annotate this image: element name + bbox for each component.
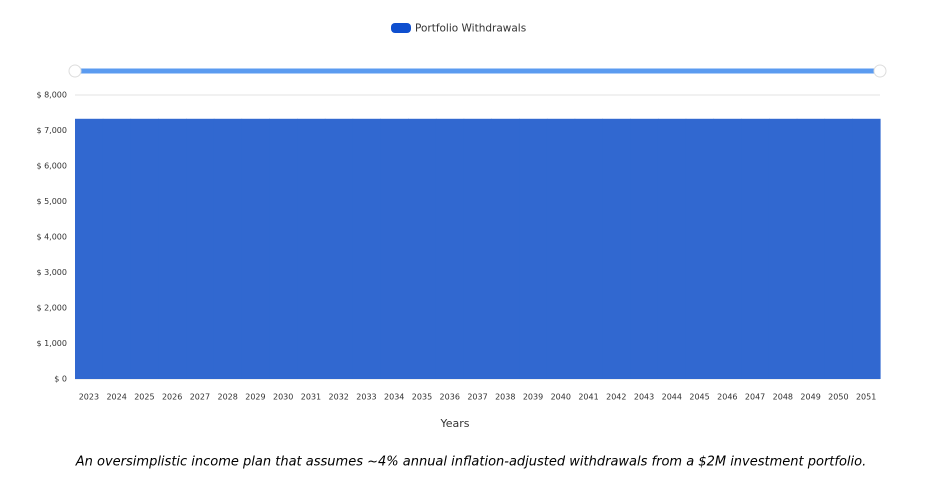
x-tick-label: 2029 (245, 393, 265, 402)
area-segment (796, 118, 826, 379)
area-segment (852, 118, 881, 379)
x-tick-label: 2033 (356, 393, 376, 402)
area-segment (380, 118, 409, 379)
x-tick-label: 2049 (800, 393, 820, 402)
area-segment (158, 118, 187, 379)
legend-label[interactable]: Portfolio Withdrawals (415, 23, 526, 35)
x-tick-label: 2045 (689, 393, 709, 402)
area-segment (741, 118, 770, 379)
area-segment (102, 118, 132, 379)
x-tick-label: 2031 (301, 393, 321, 402)
y-tick-label: $ 5,000 (36, 197, 67, 206)
x-tick-label: 2050 (828, 393, 848, 402)
area-segment (463, 118, 492, 379)
y-tick-label: $ 4,000 (36, 233, 67, 242)
x-tick-label: 2025 (134, 393, 154, 402)
x-tick-label: 2026 (162, 393, 182, 402)
x-tick-label: 2046 (717, 393, 737, 402)
area-segment (435, 118, 465, 379)
area-segment (546, 118, 576, 379)
x-tick-label: 2035 (412, 393, 432, 402)
y-tick-label: $ 1,000 (36, 339, 67, 348)
x-tick-label: 2027 (190, 393, 210, 402)
area-segment (130, 118, 159, 379)
area-segment (408, 118, 437, 379)
area-segment (241, 118, 270, 379)
x-tick-label: 2042 (606, 393, 626, 402)
area-segment (602, 118, 631, 379)
x-tick-label: 2023 (79, 393, 99, 402)
range-slider-handle[interactable] (68, 64, 82, 78)
area-segment (657, 118, 687, 379)
x-tick-label: 2040 (551, 393, 571, 402)
area-segment (713, 118, 742, 379)
x-tick-label: 2038 (495, 393, 515, 402)
area-segment (186, 118, 215, 379)
area-segment (685, 118, 715, 379)
x-tick-label: 2036 (440, 393, 460, 402)
x-tick-label: 2028 (217, 393, 237, 402)
caption: An oversimplistic income plan that assum… (75, 455, 866, 470)
x-tick-label: 2030 (273, 393, 293, 402)
area-segment (491, 118, 520, 379)
area-segment (574, 118, 604, 379)
x-tick-label: 2051 (856, 393, 876, 402)
y-tick-label: $ 8,000 (36, 91, 67, 100)
area-segment (324, 118, 354, 379)
range-slider-handle[interactable] (873, 64, 887, 78)
x-tick-label: 2041 (578, 393, 598, 402)
x-tick-label: 2048 (773, 393, 793, 402)
area-segment (75, 118, 104, 379)
area-segment (297, 118, 326, 379)
x-tick-label: 2037 (467, 393, 487, 402)
x-tick-label: 2047 (745, 393, 765, 402)
y-tick-label: $ 6,000 (36, 162, 67, 171)
x-tick-label: 2024 (106, 393, 126, 402)
x-tick-label: 2043 (634, 393, 654, 402)
legend-swatch[interactable] (391, 23, 411, 33)
area-segment (352, 118, 381, 379)
area-segment (213, 118, 243, 379)
y-tick-label: $ 2,000 (36, 304, 67, 313)
y-tick-label: $ 3,000 (36, 268, 67, 277)
x-tick-label: 2034 (384, 393, 404, 402)
area-segment (824, 118, 853, 379)
area-segment (768, 118, 798, 379)
x-tick-label: 2044 (662, 393, 682, 402)
area-segment (269, 118, 298, 379)
area-segment (630, 118, 659, 379)
x-axis-title: Years (439, 417, 469, 430)
y-tick-label: $ 0 (54, 375, 67, 384)
x-tick-label: 2032 (329, 393, 349, 402)
x-tick-label: 2039 (523, 393, 543, 402)
area-segment (519, 118, 548, 379)
y-tick-label: $ 7,000 (36, 126, 67, 135)
